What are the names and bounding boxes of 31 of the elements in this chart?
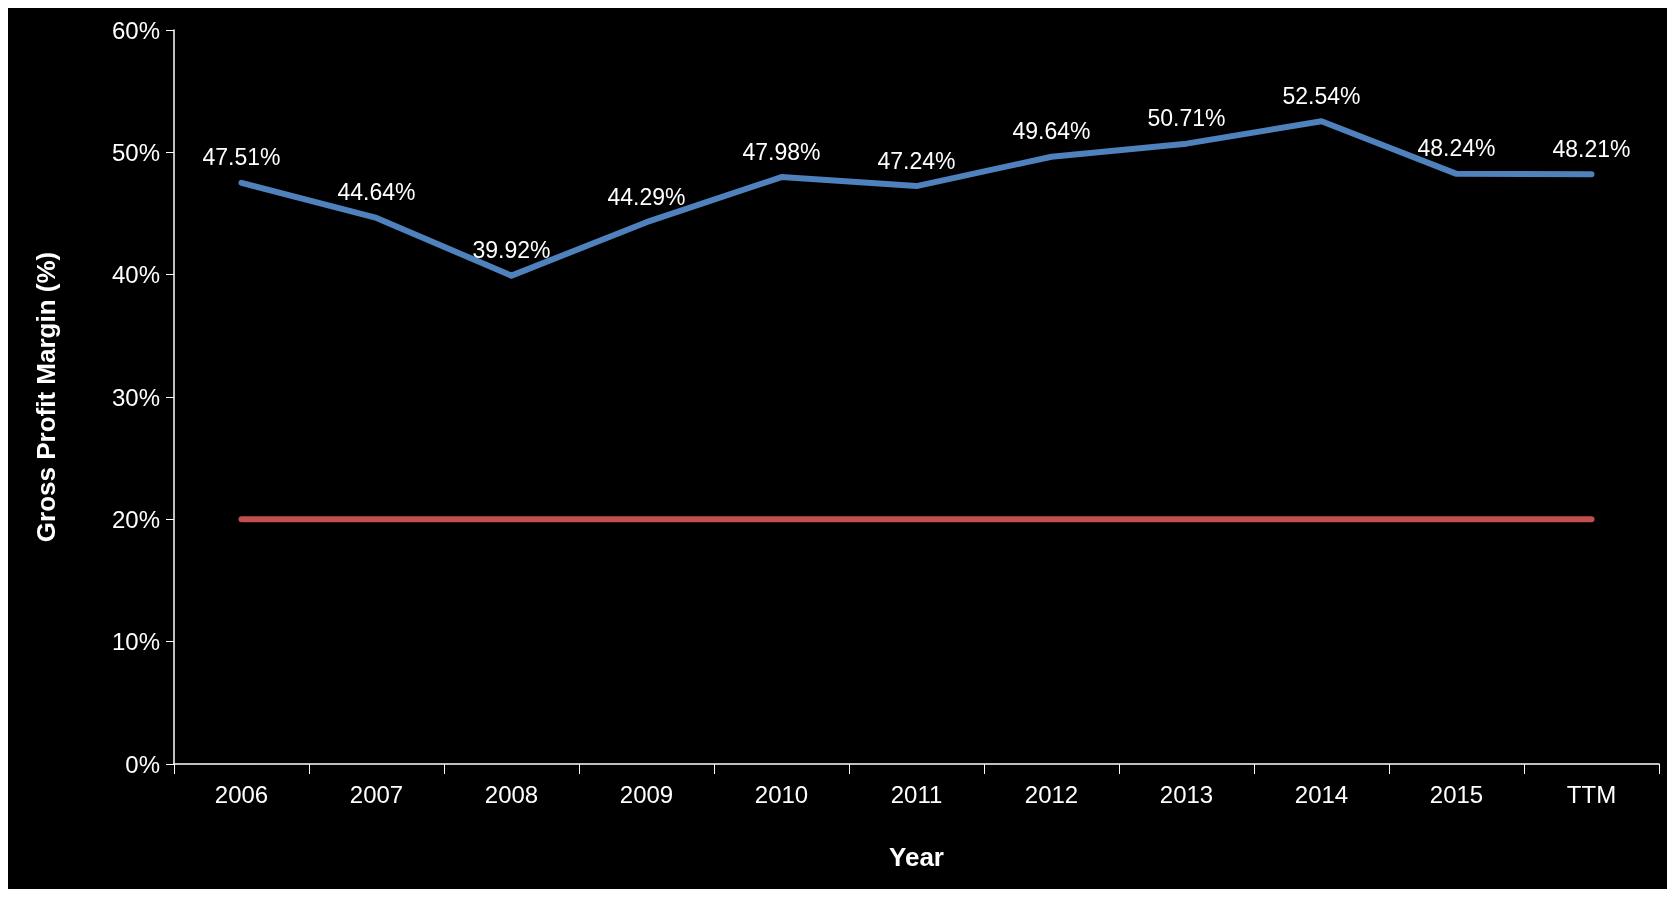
- x-tick-label: 2011: [890, 780, 943, 808]
- x-tick-label: 2008: [484, 780, 539, 808]
- x-tick-label: 2007: [349, 780, 404, 808]
- data-label: 47.98%: [742, 138, 821, 165]
- x-tick-label: 2015: [1429, 780, 1484, 808]
- x-tick-label: 2013: [1159, 780, 1214, 808]
- data-label: 39.92%: [472, 237, 551, 264]
- data-label: 47.51%: [202, 144, 281, 171]
- data-label: 47.24%: [877, 147, 956, 174]
- x-tick-label: 2009: [619, 780, 674, 808]
- data-label: 48.21%: [1552, 135, 1631, 162]
- data-label: 52.54%: [1282, 82, 1361, 109]
- data-label: 50.71%: [1147, 105, 1226, 132]
- x-tick-label: 2010: [754, 780, 809, 808]
- y-tick-label: 50%: [111, 138, 160, 166]
- y-tick-label: 20%: [111, 505, 160, 533]
- y-tick-label: 60%: [111, 16, 160, 44]
- y-tick-label: 10%: [111, 628, 160, 656]
- data-label: 44.29%: [607, 183, 686, 210]
- x-tick-label: 2006: [214, 780, 269, 808]
- y-axis-title: Gross Profit Margin (%): [31, 251, 61, 543]
- x-tick-label: 2012: [1024, 780, 1079, 808]
- x-tick-label: TTM: [1566, 780, 1617, 808]
- data-label: 44.64%: [337, 179, 416, 206]
- y-tick-label: 0%: [125, 750, 160, 778]
- y-tick-label: 40%: [111, 261, 160, 289]
- y-tick-label: 30%: [111, 383, 160, 411]
- x-tick-label: 2014: [1294, 780, 1349, 808]
- data-label: 49.64%: [1012, 118, 1091, 145]
- data-label: 48.24%: [1417, 135, 1496, 162]
- x-axis-title: Year: [889, 842, 944, 872]
